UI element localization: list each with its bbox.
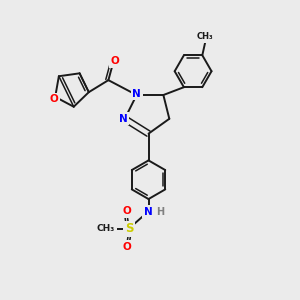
Text: N: N xyxy=(132,88,141,98)
Text: O: O xyxy=(122,242,131,252)
Text: N: N xyxy=(119,114,128,124)
Text: N: N xyxy=(144,206,153,217)
Text: CH₃: CH₃ xyxy=(97,224,115,233)
Text: S: S xyxy=(125,222,134,235)
Text: O: O xyxy=(49,94,58,104)
Text: H: H xyxy=(156,206,164,217)
Text: O: O xyxy=(122,206,131,216)
Text: CH₃: CH₃ xyxy=(197,32,214,41)
Text: O: O xyxy=(111,56,119,66)
